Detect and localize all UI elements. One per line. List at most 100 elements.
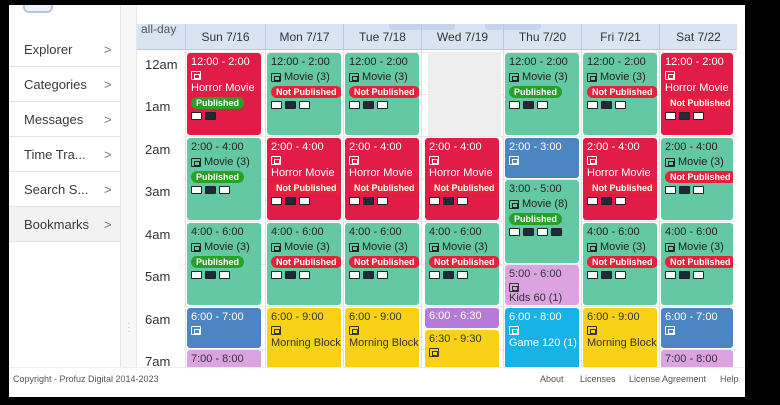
event-tue-3[interactable]: 4:00 - 6:00 Movie (3) Not Published bbox=[345, 223, 419, 305]
day-divider bbox=[421, 50, 422, 367]
event-thu-5[interactable]: 6:00 - 8:00 Game 120 (1) bbox=[505, 308, 579, 367]
event-title: Horror Movie bbox=[429, 167, 493, 179]
event-thu-3[interactable]: 3:00 - 5:00 Movie (8) Published bbox=[505, 180, 579, 263]
sidebar-item-messages[interactable]: Messages > bbox=[9, 102, 120, 137]
event-sat-5[interactable]: 7:00 - 8:00 bbox=[661, 350, 733, 367]
event-wed-4[interactable]: 6:00 - 6:30 bbox=[425, 308, 499, 328]
event-time: 2:00 - 4:00 bbox=[429, 141, 482, 153]
chevron-right-icon: > bbox=[104, 181, 112, 197]
event-title: Movie (3) bbox=[600, 71, 646, 83]
day-header-mon[interactable]: Mon 7/17 bbox=[265, 24, 343, 50]
event-wed-2[interactable]: 2:00 - 4:00 Horror Movie Not Published bbox=[425, 138, 499, 220]
event-title: Movie (3) bbox=[678, 241, 724, 253]
sidebar-item-search-settings[interactable]: Search S... > bbox=[9, 172, 120, 207]
status-badge: Not Published bbox=[665, 171, 733, 183]
event-thu-2[interactable]: 2:00 - 3:00 bbox=[505, 138, 579, 178]
event-time: 4:00 - 6:00 bbox=[271, 226, 324, 238]
event-title: Movie (3) bbox=[284, 241, 330, 253]
copyright-text: Copyright - Profuz Digital 2014-2023 bbox=[13, 374, 159, 384]
thumbnail-icons bbox=[587, 197, 653, 205]
event-mon-3[interactable]: 4:00 - 6:00 Movie (3) Not Published bbox=[267, 223, 341, 305]
film-icon bbox=[509, 326, 519, 335]
event-time: 12:00 - 2:00 bbox=[191, 56, 250, 68]
event-sun-1[interactable]: 12:00 - 2:00 Horror Movie Published bbox=[187, 53, 261, 135]
event-time: 5:00 - 6:00 bbox=[509, 268, 562, 280]
sidebar-item-categories[interactable]: Categories > bbox=[9, 67, 120, 102]
sidebar-item-time-tracking[interactable]: Time Tra... > bbox=[9, 137, 120, 172]
event-sun-5[interactable]: 7:00 - 8:00 bbox=[187, 350, 261, 367]
film-icon bbox=[191, 326, 201, 335]
film-icon bbox=[349, 326, 359, 335]
event-wed-5[interactable]: 6:30 - 9:30 bbox=[425, 330, 499, 367]
event-fri-2[interactable]: 2:00 - 4:00 Horror Movie Not Published bbox=[583, 138, 657, 220]
day-header-sun[interactable]: Sun 7/16 bbox=[185, 24, 265, 50]
day-header-tue[interactable]: Tue 7/18 bbox=[343, 24, 421, 50]
event-mon-4[interactable]: 6:00 - 9:00 Morning Block bbox=[267, 308, 341, 367]
thumbnail-icons bbox=[429, 271, 495, 279]
status-badge: Not Published bbox=[349, 86, 419, 98]
event-sun-4[interactable]: 6:00 - 7:00 bbox=[187, 308, 261, 348]
footer-link-help[interactable]: Help bbox=[720, 374, 739, 384]
sidebar-item-label: Search S... bbox=[24, 181, 89, 197]
sidebar-item-bookmarks[interactable]: Bookmarks > bbox=[9, 207, 120, 242]
event-tue-4[interactable]: 6:00 - 9:00 Morning Block bbox=[345, 308, 419, 367]
event-mon-1[interactable]: 12:00 - 2:00 Movie (3) Not Published bbox=[267, 53, 341, 135]
event-fri-4[interactable]: 6:00 - 9:00 Morning Block bbox=[583, 308, 657, 367]
sidebar-item-label: Time Tra... bbox=[24, 146, 86, 162]
event-mon-2[interactable]: 2:00 - 4:00 Horror Movie Not Published bbox=[267, 138, 341, 220]
day-header-fri[interactable]: Fri 7/21 bbox=[581, 24, 659, 50]
film-icon bbox=[191, 242, 201, 252]
event-tue-1[interactable]: 12:00 - 2:00 Movie (3) Not Published bbox=[345, 53, 419, 135]
time-label: 4am bbox=[145, 227, 171, 242]
event-fri-3[interactable]: 4:00 - 6:00 Movie (3) Not Published bbox=[583, 223, 657, 305]
sidebar: Explorer > Categories > Messages > Time Tra… bbox=[9, 5, 121, 367]
event-tue-2[interactable]: 2:00 - 4:00 Horror Movie Not Published bbox=[345, 138, 419, 220]
thumbnail-icons bbox=[271, 101, 337, 109]
film-icon bbox=[587, 156, 597, 165]
sidebar-toggle-button[interactable] bbox=[23, 5, 53, 13]
thumbnail-icons bbox=[429, 197, 495, 205]
footer-link-license-agreement[interactable]: License Agreement bbox=[629, 374, 707, 384]
thumbnail-icons bbox=[191, 271, 257, 279]
event-time: 4:00 - 6:00 bbox=[587, 226, 640, 238]
film-icon bbox=[509, 283, 519, 292]
allday-label: all-day bbox=[141, 22, 177, 36]
event-time: 4:00 - 6:00 bbox=[429, 226, 482, 238]
panel-splitter[interactable] bbox=[121, 5, 137, 367]
event-time: 4:00 - 6:00 bbox=[349, 226, 402, 238]
day-header-sat[interactable]: Sat 7/22 bbox=[659, 24, 737, 50]
event-sun-3[interactable]: 4:00 - 6:00 Movie (3) Published bbox=[187, 223, 261, 305]
empty-slot[interactable] bbox=[428, 52, 501, 136]
event-fri-1[interactable]: 12:00 - 2:00 Movie (3) Not Published bbox=[583, 53, 657, 135]
drag-grip-icon[interactable]: · · · bbox=[127, 318, 131, 336]
event-wed-3[interactable]: 4:00 - 6:00 Movie (3) Not Published bbox=[425, 223, 499, 305]
event-title: Movie (3) bbox=[204, 156, 250, 168]
event-time: 12:00 - 2:00 bbox=[509, 56, 568, 68]
time-label: 5am bbox=[145, 269, 171, 284]
event-sat-3[interactable]: 4:00 - 6:00 Movie (3) Not Published bbox=[661, 223, 733, 305]
status-badge: Not Published bbox=[271, 86, 341, 98]
footer-link-about[interactable]: About bbox=[540, 374, 564, 384]
event-thu-1[interactable]: 12:00 - 2:00 Movie (3) Published bbox=[505, 53, 579, 135]
event-sat-2[interactable]: 2:00 - 4:00 Movie (3) Not Published bbox=[661, 138, 733, 220]
sidebar-item-label: Bookmarks bbox=[24, 216, 90, 232]
hour-line bbox=[183, 306, 737, 307]
event-sun-2[interactable]: 2:00 - 4:00 Movie (3) Published bbox=[187, 138, 261, 220]
event-sat-4[interactable]: 6:00 - 7:00 bbox=[661, 308, 733, 348]
event-sat-1[interactable]: 12:00 - 2:00 Horror Movie Not Published bbox=[661, 53, 733, 135]
film-icon bbox=[587, 326, 597, 335]
sidebar-item-explorer[interactable]: Explorer > bbox=[9, 32, 120, 67]
event-time: 4:00 - 6:00 bbox=[665, 226, 718, 238]
day-header-wed[interactable]: Wed 7/19 bbox=[421, 24, 503, 50]
day-header-thu[interactable]: Thu 7/20 bbox=[503, 24, 581, 50]
event-time: 2:00 - 4:00 bbox=[665, 141, 718, 153]
day-divider bbox=[343, 50, 344, 367]
status-badge: Not Published bbox=[271, 182, 341, 194]
event-time: 7:00 - 8:00 bbox=[191, 353, 244, 365]
footer-link-licenses[interactable]: Licenses bbox=[580, 374, 616, 384]
time-label: 2am bbox=[145, 142, 171, 157]
event-time: 12:00 - 2:00 bbox=[587, 56, 646, 68]
event-title: Movie (3) bbox=[204, 241, 250, 253]
event-thu-4[interactable]: 5:00 - 6:00 Kids 60 (1) bbox=[505, 265, 579, 305]
